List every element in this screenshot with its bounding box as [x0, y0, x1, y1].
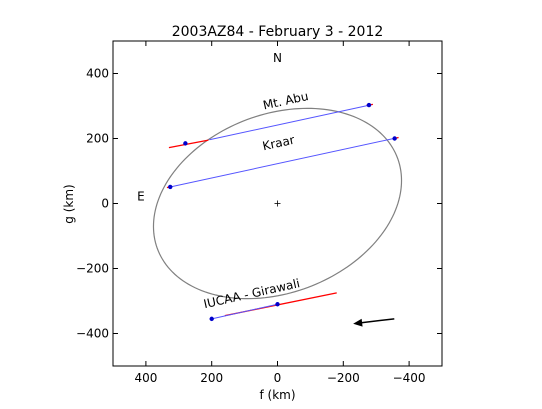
motion-arrow-shaft: [359, 318, 395, 324]
chord-point: [209, 316, 214, 322]
chord-point: [183, 141, 188, 146]
x-tick-label: 0: [274, 371, 282, 385]
chord-point: [392, 136, 397, 141]
x-tick-label: −200: [327, 371, 360, 385]
x-tick-label: 400: [134, 371, 157, 385]
y-tick-label: −200: [76, 262, 109, 276]
chord-point: [168, 184, 173, 190]
chord-point: [366, 102, 372, 108]
annotation-E: E: [137, 189, 145, 203]
chord-2: IUCAA - Girawali: [202, 276, 337, 322]
x-axis-label: f (km): [259, 388, 295, 402]
chord-line: [168, 137, 397, 188]
y-axis-label: g (km): [62, 184, 76, 223]
annotation-N: N: [273, 51, 282, 65]
fitted-ellipse: [152, 107, 403, 300]
chord-label: Kraar: [261, 133, 296, 154]
motion-arrow-head: [353, 318, 363, 327]
chord-1: Kraar: [166, 133, 399, 190]
y-tick-label: 400: [86, 67, 109, 81]
y-tick-label: −400: [76, 327, 109, 341]
chart-title: 2003AZ84 - February 3 - 2012: [172, 24, 384, 40]
chord-line: [209, 104, 372, 141]
chord-point: [275, 302, 280, 307]
y-tick-label: 0: [101, 197, 109, 211]
chord-line: [211, 303, 278, 320]
x-tick-label: 200: [200, 371, 223, 385]
chord-error-segment: [168, 139, 209, 149]
x-tick-label: −400: [393, 371, 426, 385]
y-tick-label: 200: [86, 132, 109, 146]
